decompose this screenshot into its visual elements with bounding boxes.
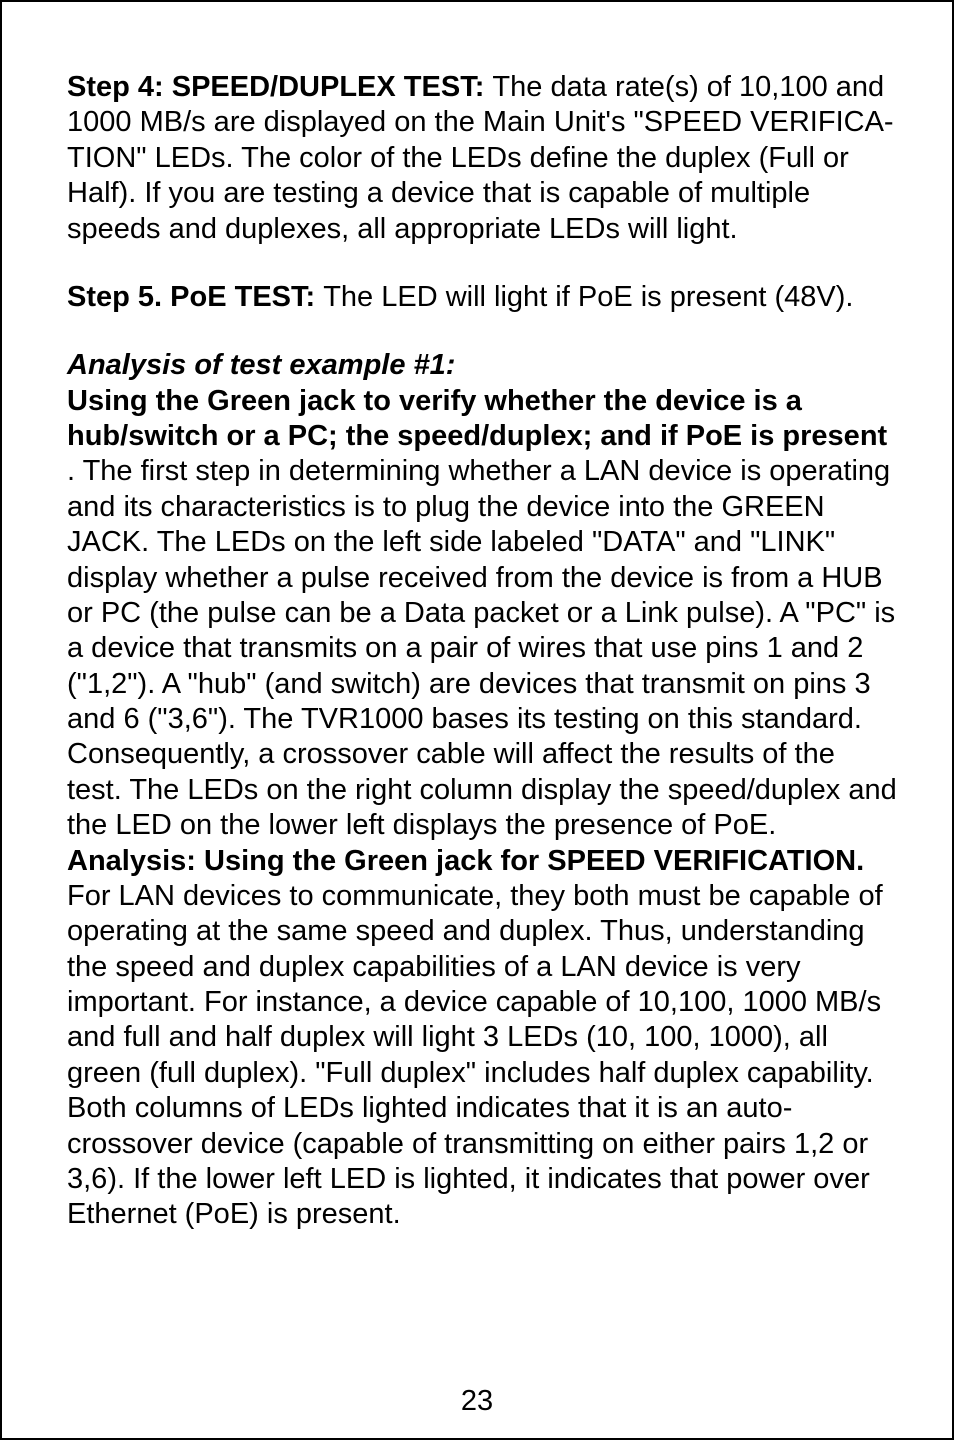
document-page: Step 4: SPEED/DUPLEX TEST: The data rate… — [0, 0, 954, 1440]
page-number: 23 — [2, 1385, 952, 1418]
analysis1-heading: Analysis of test example #1: — [67, 349, 455, 381]
analysis2-lead: Analysis: Using the Green jack for SPEED… — [67, 845, 864, 877]
step5-body: The LED will light if PoE is present (48… — [323, 281, 853, 313]
paragraph-step4: Step 4: SPEED/DUPLEX TEST: The data rate… — [67, 70, 897, 247]
paragraph-analysis1: Analysis of test example #1: Using the G… — [67, 348, 897, 843]
paragraph-analysis2: Analysis: Using the Green jack for SPEED… — [67, 844, 897, 1233]
analysis2-body: For LAN devices to communicate, they bot… — [67, 880, 883, 1230]
step5-lead: Step 5. PoE TEST: — [67, 281, 323, 313]
analysis1-lead: Using the Green jack to verify whether t… — [67, 385, 887, 452]
step4-lead: Step 4: SPEED/DUPLEX TEST: — [67, 71, 492, 103]
paragraph-step5: Step 5. PoE TEST: The LED will light if … — [67, 280, 897, 315]
analysis1-body: . The first step in determining whether … — [67, 455, 897, 841]
